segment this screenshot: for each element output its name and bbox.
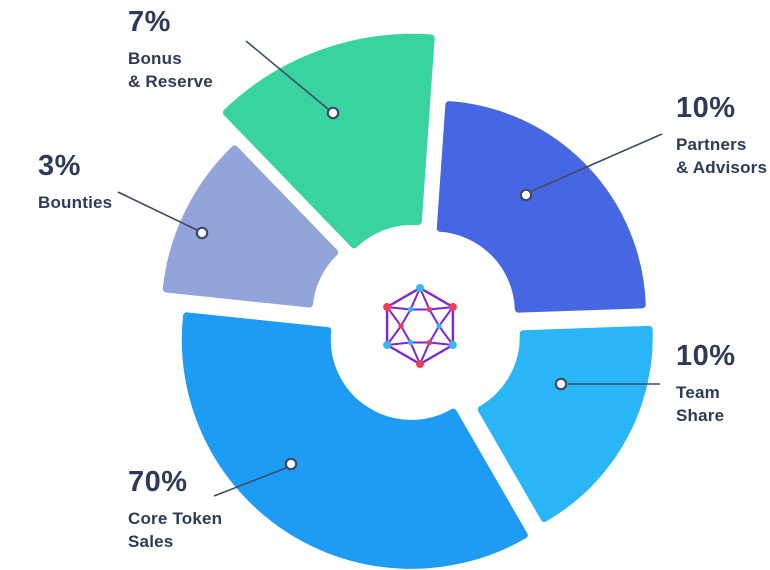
logo-node-dot <box>398 323 404 329</box>
pie-segment-bounties <box>162 145 339 308</box>
leader-dot-team-share <box>554 377 568 391</box>
leader-dot-bounties <box>195 226 209 240</box>
callout-partners-advisors: 10% Partners & Advisors <box>676 92 767 179</box>
logo-node-dot <box>416 284 424 292</box>
leader-dot-partners-advisors <box>519 188 533 202</box>
logo-node-dot <box>426 339 433 346</box>
callout-team-share: 10% Team Share <box>676 340 736 427</box>
segment-name: Team Share <box>676 383 725 425</box>
logo-outer-hexagon <box>385 286 455 366</box>
percent-value: 3% <box>38 150 81 182</box>
pie-segment-bonus-reserve <box>222 33 435 249</box>
percent-value: 70% <box>128 466 188 498</box>
callout-core-token-sales: 70% Core Token Sales <box>128 466 222 553</box>
leader-line-bonus-reserve <box>245 40 329 110</box>
segment-name: Partners & Advisors <box>676 135 768 177</box>
percent-value: 10% <box>676 340 736 372</box>
logo-node-dot <box>426 306 433 313</box>
pie-segment-partners-advisors <box>436 101 646 313</box>
leader-line-core-token-sales <box>213 467 287 497</box>
pie-segment-team-share <box>477 325 653 523</box>
leader-dot-core-token-sales <box>284 457 298 471</box>
callout-bonus-reserve: 7% Bonus & Reserve <box>128 6 213 93</box>
logo-node-dot <box>407 339 414 346</box>
logo-node-dot <box>383 341 392 349</box>
logo-node-dot <box>416 360 424 368</box>
callout-bounties: 3% Bounties <box>38 150 112 215</box>
percent-value: 7% <box>128 6 171 38</box>
logo-inner-hexagon <box>400 308 440 344</box>
hexagon-network-icon <box>383 284 457 368</box>
logo-node-dot <box>383 303 392 311</box>
leader-line-partners-advisors <box>531 133 663 192</box>
percent-value: 10% <box>676 92 736 124</box>
logo-node-dot <box>448 303 457 311</box>
leader-line-bounties <box>117 191 198 231</box>
segment-name: Core Token Sales <box>128 509 223 551</box>
pie-segment-core-token-sales <box>181 312 528 569</box>
segment-name: Bonus & Reserve <box>128 49 213 91</box>
logo-node-dot <box>436 323 442 329</box>
logo-node-dot <box>448 341 457 349</box>
leader-dot-bonus-reserve <box>326 106 340 120</box>
logo-node-dot <box>407 306 414 313</box>
segment-name: Bounties <box>38 193 113 213</box>
